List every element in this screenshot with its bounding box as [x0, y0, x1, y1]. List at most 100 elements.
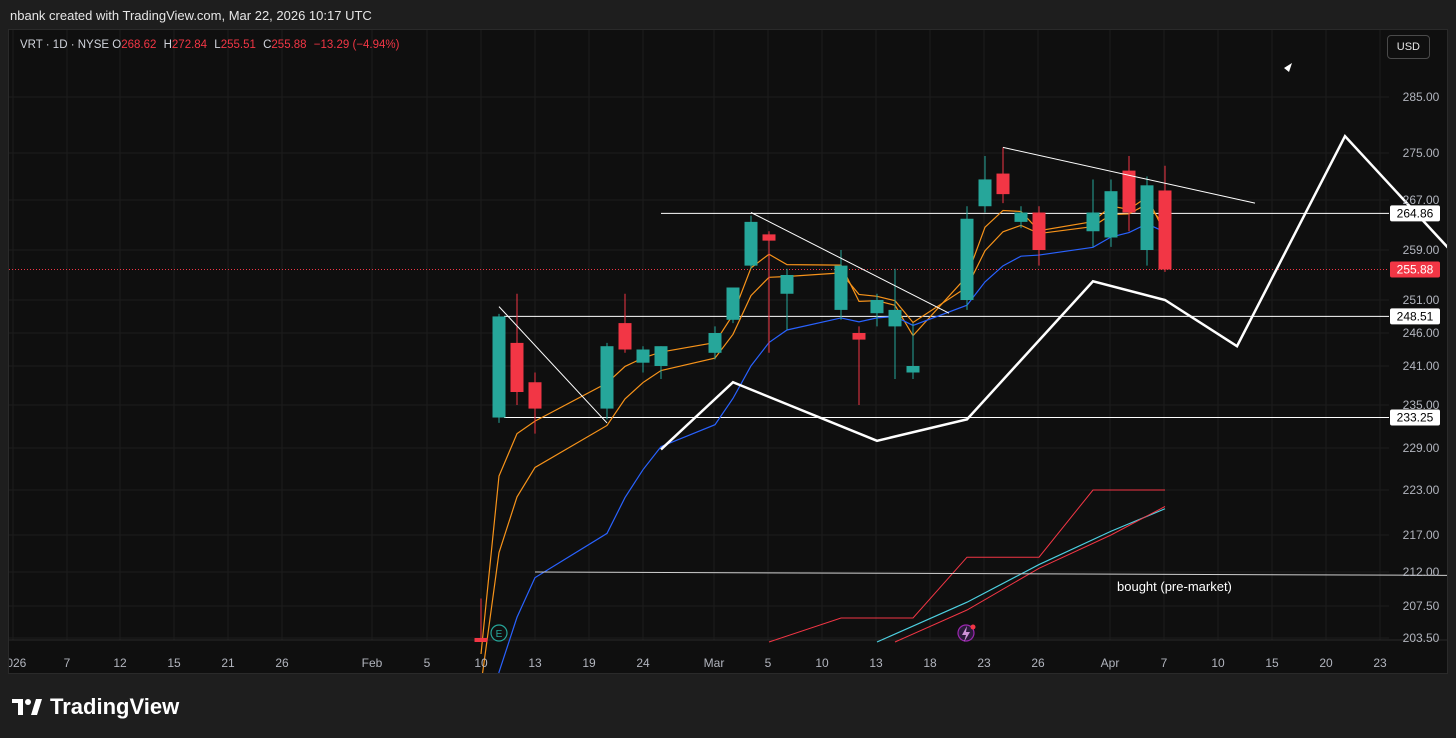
- chart-caption: nbank created with TradingView.com, Mar …: [10, 8, 372, 23]
- time-tick-label: 15: [1265, 656, 1279, 670]
- change-value: −13.29 (−4.94%): [313, 39, 400, 51]
- candle-body: [1158, 190, 1172, 270]
- candle-body: [600, 346, 614, 409]
- currency-button[interactable]: USD: [1386, 35, 1430, 59]
- event-dot: [970, 624, 976, 630]
- candle-body: [528, 382, 542, 409]
- price-axis: 285.00 275.00 267.00 259.00 251.00 246.00 241.…: [1390, 90, 1440, 645]
- moving-averages: [480, 196, 1166, 673]
- time-tick-label: 7: [1161, 656, 1168, 670]
- price-tick-label: 229.00: [1403, 441, 1440, 455]
- brand-name: TradingView: [50, 694, 180, 719]
- time-tick-label: 26: [275, 656, 289, 670]
- time-tick-label: 13: [869, 656, 883, 670]
- channel-lower-line: [894, 506, 1166, 643]
- grid-lines: [9, 30, 1447, 641]
- candle-body: [834, 265, 848, 310]
- time-tick-label: 26: [1031, 656, 1045, 670]
- price-tick-label: 235.00: [1403, 398, 1440, 412]
- candle-body: [780, 275, 794, 294]
- close-label: C: [263, 39, 272, 51]
- level-price-label-bg: [1390, 409, 1440, 426]
- candle-body: [906, 366, 920, 373]
- candle-body: [708, 333, 722, 353]
- candle-body: [492, 316, 506, 418]
- price-tick-label: 207.50: [1403, 599, 1440, 613]
- channel-upper-line: [768, 489, 1165, 643]
- candlestick-chart[interactable]: 285.00 275.00 267.00 259.00 251.00 246.00 241.…: [9, 30, 1448, 674]
- price-tick-label: 212.00: [1403, 565, 1440, 579]
- zigzag-projection: [660, 134, 1447, 451]
- time-tick-label: 18: [923, 656, 937, 670]
- candle-body: [1032, 212, 1046, 250]
- time-tick-label: 20: [1319, 656, 1333, 670]
- tradingview-logo-icon: [12, 699, 42, 715]
- open-label: O: [112, 39, 122, 51]
- time-tick-label: 10: [815, 656, 829, 670]
- candle-body: [726, 287, 740, 320]
- candles: [474, 147, 1172, 642]
- candle-body: [744, 221, 758, 266]
- trend-drawings: [498, 63, 1447, 576]
- candle-body: [618, 323, 632, 350]
- high-value: 272.84: [171, 39, 208, 51]
- time-tick-label: Apr: [1101, 656, 1120, 670]
- candle-body: [996, 173, 1010, 195]
- price-tick-label: 251.00: [1403, 293, 1440, 307]
- candle-body: [636, 349, 650, 363]
- candle-body: [1104, 191, 1118, 238]
- price-tick-label: 259.00: [1403, 243, 1440, 257]
- time-tick-label: 13: [528, 656, 542, 670]
- time-axis: 2026 7 12 15 21 26 Feb 5 10 13 19 24 Mar 5 10 13 18 23 26 A…: [9, 656, 1387, 670]
- time-tick-label: 5: [424, 656, 431, 670]
- candle-body: [510, 342, 524, 392]
- level-price-label: 248.51: [1397, 309, 1434, 323]
- horizontal-levels: [9, 212, 1389, 419]
- price-tick-label: 223.00: [1403, 483, 1440, 497]
- channel-middle-line: [876, 508, 1166, 643]
- time-tick-label: 23: [1373, 656, 1387, 670]
- trendline-down-2: [750, 212, 950, 314]
- candle-body: [1140, 185, 1154, 250]
- bought-annotation: bought (pre-market): [1117, 579, 1232, 594]
- level-price-label: 233.25: [1397, 411, 1434, 425]
- price-tick-label: 241.00: [1403, 359, 1440, 373]
- earnings-marker-label: E: [496, 629, 503, 640]
- time-tick-label: 21: [221, 656, 235, 670]
- trendline-down-1: [498, 306, 608, 424]
- high-label: H: [163, 39, 172, 51]
- candle-body: [762, 234, 776, 241]
- tradingview-brand[interactable]: TradingView: [12, 694, 179, 720]
- close-value: 255.88: [271, 39, 307, 51]
- candle-body: [870, 300, 884, 314]
- candle-body: [888, 309, 902, 327]
- earnings-marker-icon: [490, 624, 508, 642]
- time-tick-label: 10: [1211, 656, 1225, 670]
- trendline-down-3: [1002, 146, 1256, 204]
- time-tick-label: Feb: [362, 656, 383, 670]
- candle-body: [960, 218, 974, 300]
- time-tick-label: 24: [636, 656, 650, 670]
- time-tick-label: 5: [765, 656, 772, 670]
- time-tick-label: 12: [113, 656, 127, 670]
- time-tick-label: 2026: [9, 656, 27, 670]
- time-tick-label: 19: [582, 656, 596, 670]
- ema-slow-line: [498, 223, 1166, 673]
- time-tick-label: 23: [977, 656, 991, 670]
- price-tick-label: 217.00: [1403, 528, 1440, 542]
- price-tick-label: 275.00: [1403, 146, 1440, 160]
- time-tick-label: 15: [167, 656, 181, 670]
- level-price-label-bg: [1390, 205, 1440, 222]
- ema-fast-line: [480, 196, 1166, 655]
- candle-body: [1122, 170, 1136, 213]
- chart-panel[interactable]: 285.00 275.00 267.00 259.00 251.00 246.00 241.…: [8, 29, 1448, 674]
- projection-arrow-head: [1284, 63, 1292, 72]
- ohlc-legend: VRT · 1D · NYSE O268.62 H272.84 L255.51 …: [20, 39, 403, 51]
- lightning-glyph: [962, 626, 970, 642]
- candle-body: [978, 179, 992, 207]
- price-tick-label: 246.00: [1403, 326, 1440, 340]
- low-value: 255.51: [220, 39, 256, 51]
- candle-body: [1014, 212, 1028, 222]
- bought-level-line: [534, 571, 1447, 576]
- annotations: bought (pre-market) E: [490, 579, 1232, 642]
